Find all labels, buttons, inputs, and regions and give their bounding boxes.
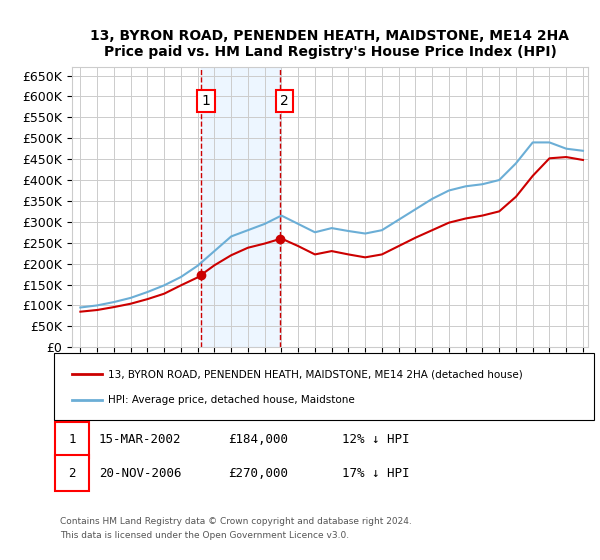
Text: 15-MAR-2002: 15-MAR-2002 xyxy=(99,433,182,446)
Text: 1: 1 xyxy=(68,433,76,446)
Text: £184,000: £184,000 xyxy=(228,433,288,446)
Text: 12% ↓ HPI: 12% ↓ HPI xyxy=(342,433,409,446)
Text: 17% ↓ HPI: 17% ↓ HPI xyxy=(342,466,409,480)
Text: This data is licensed under the Open Government Licence v3.0.: This data is licensed under the Open Gov… xyxy=(60,531,349,540)
Text: 2: 2 xyxy=(68,466,76,480)
Text: £270,000: £270,000 xyxy=(228,466,288,480)
Title: 13, BYRON ROAD, PENENDEN HEATH, MAIDSTONE, ME14 2HA
Price paid vs. HM Land Regis: 13, BYRON ROAD, PENENDEN HEATH, MAIDSTON… xyxy=(91,29,569,59)
Text: 2: 2 xyxy=(280,94,289,108)
Text: Contains HM Land Registry data © Crown copyright and database right 2024.: Contains HM Land Registry data © Crown c… xyxy=(60,516,412,526)
Text: 13, BYRON ROAD, PENENDEN HEATH, MAIDSTONE, ME14 2HA (detached house): 13, BYRON ROAD, PENENDEN HEATH, MAIDSTON… xyxy=(108,369,523,379)
Text: 20-NOV-2006: 20-NOV-2006 xyxy=(99,466,182,480)
Text: HPI: Average price, detached house, Maidstone: HPI: Average price, detached house, Maid… xyxy=(108,395,355,405)
Text: 1: 1 xyxy=(202,94,211,108)
